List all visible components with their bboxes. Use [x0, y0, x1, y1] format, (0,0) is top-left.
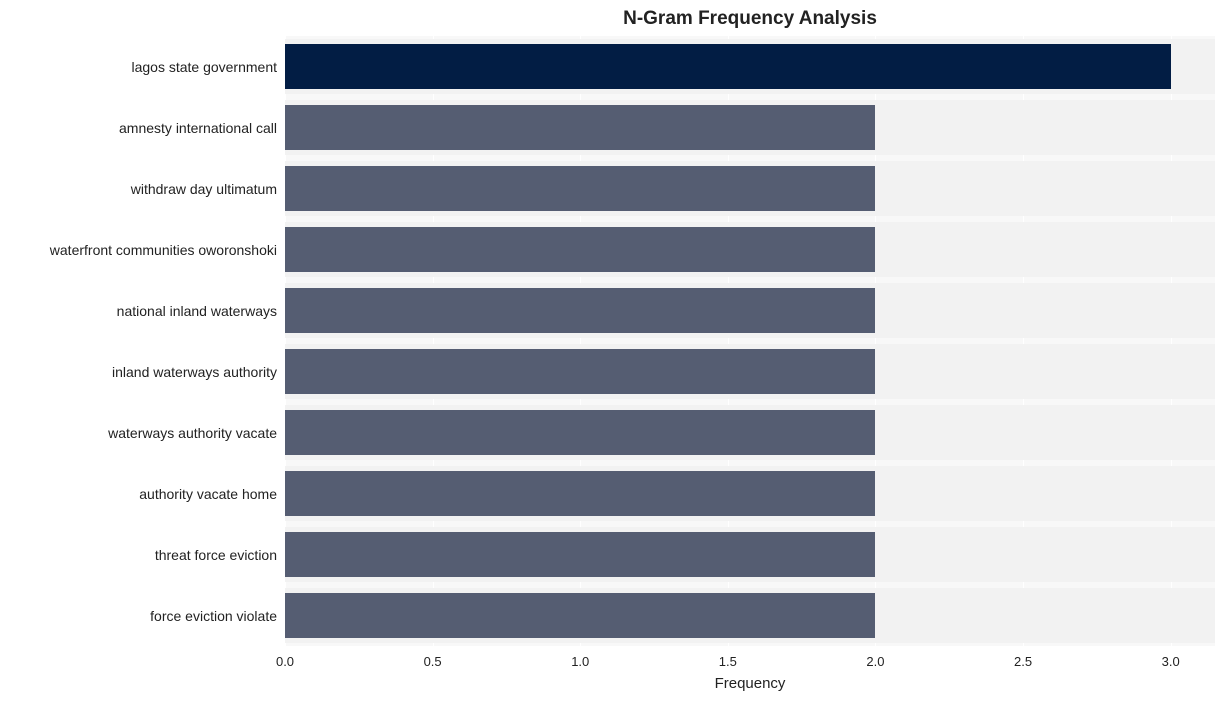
bar: [285, 593, 875, 638]
y-tick-label: lagos state government: [2, 60, 277, 74]
ngram-frequency-chart: N-Gram Frequency Analysis Frequency lago…: [0, 0, 1225, 701]
y-tick-label: amnesty international call: [2, 121, 277, 135]
bar: [285, 471, 875, 516]
x-tick-label: 1.0: [571, 654, 589, 669]
y-tick-label: force eviction violate: [2, 609, 277, 623]
bar: [285, 166, 875, 211]
x-tick-label: 2.0: [866, 654, 884, 669]
bar: [285, 349, 875, 394]
chart-title: N-Gram Frequency Analysis: [285, 8, 1215, 30]
y-tick-label: waterfront communities oworonshoki: [2, 243, 277, 257]
plot-area: [285, 36, 1215, 646]
y-tick-label: withdraw day ultimatum: [2, 182, 277, 196]
bar: [285, 227, 875, 272]
bar: [285, 532, 875, 577]
x-tick-label: 0.0: [276, 654, 294, 669]
x-tick-label: 3.0: [1162, 654, 1180, 669]
x-tick-label: 0.5: [424, 654, 442, 669]
x-axis-label: Frequency: [285, 675, 1215, 692]
bar: [285, 44, 1171, 89]
x-tick-label: 2.5: [1014, 654, 1032, 669]
y-tick-label: threat force eviction: [2, 548, 277, 562]
bar: [285, 410, 875, 455]
y-tick-label: inland waterways authority: [2, 365, 277, 379]
bar: [285, 288, 875, 333]
bar: [285, 105, 875, 150]
y-tick-label: national inland waterways: [2, 304, 277, 318]
y-tick-label: waterways authority vacate: [2, 426, 277, 440]
y-tick-label: authority vacate home: [2, 487, 277, 501]
x-tick-label: 1.5: [719, 654, 737, 669]
